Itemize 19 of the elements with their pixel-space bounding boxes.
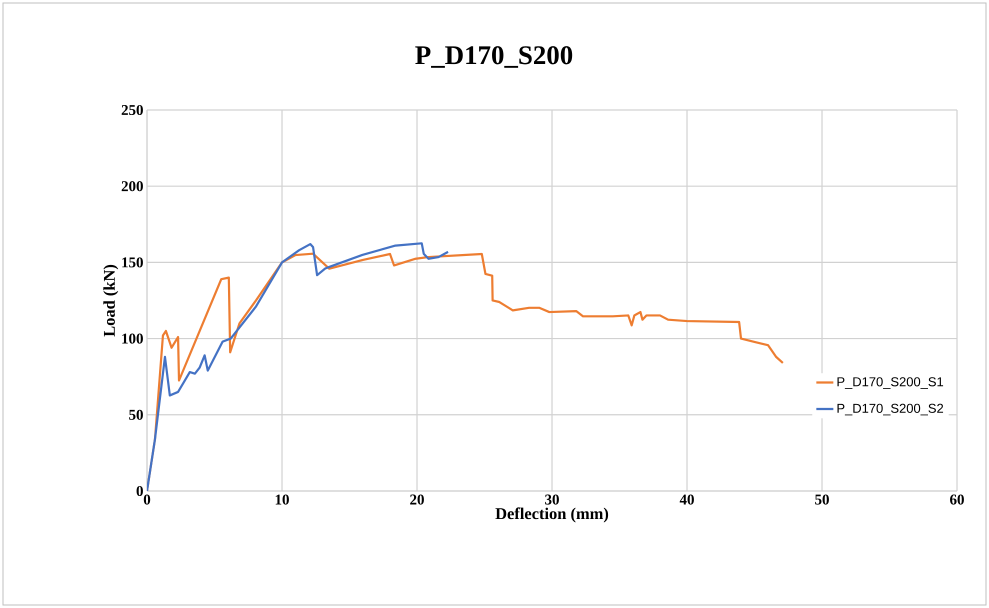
x-tick-label: 0: [144, 494, 150, 505]
x-tick-label: 30: [545, 494, 559, 505]
y-axis-title: Load (kN): [103, 264, 118, 337]
y-tick-label: 150: [122, 257, 143, 268]
y-tick-label: 100: [122, 334, 143, 344]
y-tick-label: 0: [136, 486, 143, 496]
y-tick-label: 50: [129, 410, 143, 420]
x-axis-title: Deflection (mm): [495, 507, 608, 523]
x-tick-label: 50: [815, 494, 829, 505]
legend-label: P_D170_S200_S2: [837, 404, 944, 416]
x-tick-label: 10: [276, 494, 289, 505]
chart-title: P_D170_S200: [415, 46, 572, 68]
y-tick-label: 250: [122, 104, 143, 116]
line-series: [147, 242, 450, 491]
legend-label: P_D170_S200_S1: [837, 377, 944, 389]
x-tick-label: 60: [950, 494, 964, 505]
y-tick-label: 200: [122, 181, 143, 192]
x-tick-label: 40: [680, 494, 694, 505]
x-tick-label: 20: [410, 494, 424, 505]
